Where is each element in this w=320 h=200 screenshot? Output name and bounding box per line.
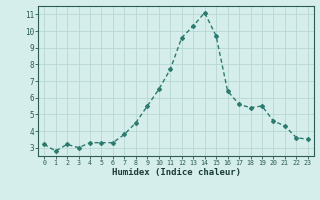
X-axis label: Humidex (Indice chaleur): Humidex (Indice chaleur)	[111, 168, 241, 177]
